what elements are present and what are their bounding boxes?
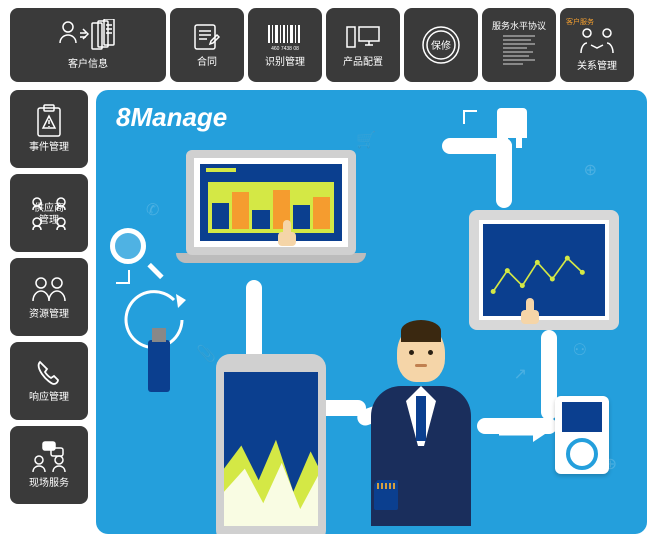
tile-label: 现场服务 <box>29 478 69 490</box>
tile-identify[interactable]: 460 7438 08 识别管理 <box>248 8 322 82</box>
tablet-line-chart <box>489 254 589 304</box>
tile-warranty[interactable]: 保修 <box>404 8 478 82</box>
corner-arrow-icon <box>116 270 130 284</box>
computer-icon <box>345 21 381 53</box>
alert-clipboard-icon <box>34 104 64 138</box>
warranty-seal-icon: 保修 <box>420 24 462 66</box>
plug-icon <box>497 108 527 138</box>
tile-field-service[interactable]: 现场服务 <box>10 426 88 504</box>
tile-event-mgmt[interactable]: 事件管理 <box>10 90 88 168</box>
side-tile-column: 事件管理 供应商 管理 资源管理 响应管理 现场服务 <box>10 90 88 504</box>
tile-label: 事件管理 <box>29 142 69 154</box>
pointing-hand-icon <box>519 298 541 324</box>
center-infographic-panel: 8Manage 🛒 ⊕ ⚇ ⚇ ⊕ ↗ ✆ ♫ 📎 <box>96 90 647 534</box>
ipod-device <box>555 396 609 474</box>
people-docs-icon <box>58 19 118 55</box>
laptop-bar-chart <box>208 182 334 233</box>
tablet-device <box>469 210 619 330</box>
clip-icon: 📎 <box>196 344 216 364</box>
tile-label: 关系管理 <box>577 61 617 73</box>
people-chat-icon <box>29 440 69 474</box>
phone-area-chart <box>224 434 318 526</box>
svg-text:保修: 保修 <box>431 39 451 52</box>
window-bar <box>206 168 236 172</box>
tile-customer-info[interactable]: 客户信息 <box>10 8 166 82</box>
globe-icon: ⊕ <box>584 160 597 180</box>
svg-text:460 7438 08: 460 7438 08 <box>271 46 299 52</box>
list-icon <box>501 31 537 69</box>
arrow-right-icon <box>497 424 547 444</box>
handshake-icon <box>577 27 617 57</box>
tile-label: 资源管理 <box>29 309 69 321</box>
people-group-icon <box>29 273 69 305</box>
top-tile-row: 客户信息 合同 460 7438 08 识别管理 产品配置 保修 服务水平协议 … <box>10 8 634 82</box>
smartphone-device <box>216 354 326 534</box>
tile-label: 产品配置 <box>343 57 383 69</box>
tree-icon: ⚇ <box>573 340 587 360</box>
corner-arrow-icon <box>463 110 477 124</box>
sd-card-icon <box>374 480 398 510</box>
document-pen-icon <box>191 21 223 53</box>
tile-sla[interactable]: 服务水平协议 <box>482 8 556 82</box>
tile-product-config[interactable]: 产品配置 <box>326 8 400 82</box>
tile-relation[interactable]: 客户服务 关系管理 <box>560 8 634 82</box>
arrow-icon: ↗ <box>514 364 527 384</box>
tile-resource-mgmt[interactable]: 资源管理 <box>10 258 88 336</box>
tile-label: 服务水平协议 <box>492 21 546 32</box>
brand-logo: 8Manage <box>116 102 227 133</box>
magnifier-icon <box>110 228 154 272</box>
phone-icon <box>34 358 64 388</box>
tile-contract[interactable]: 合同 <box>170 8 244 82</box>
cart-icon: 🛒 <box>356 130 376 150</box>
tile-label: 供应商 管理 <box>34 203 64 227</box>
tile-label: 响应管理 <box>29 392 69 404</box>
usb-drive-icon <box>148 340 170 392</box>
tile-supplier-mgmt[interactable]: 供应商 管理 <box>10 174 88 252</box>
pointing-hand-icon <box>276 220 298 246</box>
tile-label: 客户信息 <box>68 59 108 71</box>
tile-label: 合同 <box>197 57 217 69</box>
mini-label: 客户服务 <box>566 17 594 27</box>
tile-response-mgmt[interactable]: 响应管理 <box>10 342 88 420</box>
handset-icon: ✆ <box>146 200 159 220</box>
barcode-icon: 460 7438 08 <box>266 21 304 53</box>
laptop-device <box>176 150 366 280</box>
tile-label: 识别管理 <box>265 57 305 69</box>
businessman-figure <box>351 324 491 534</box>
